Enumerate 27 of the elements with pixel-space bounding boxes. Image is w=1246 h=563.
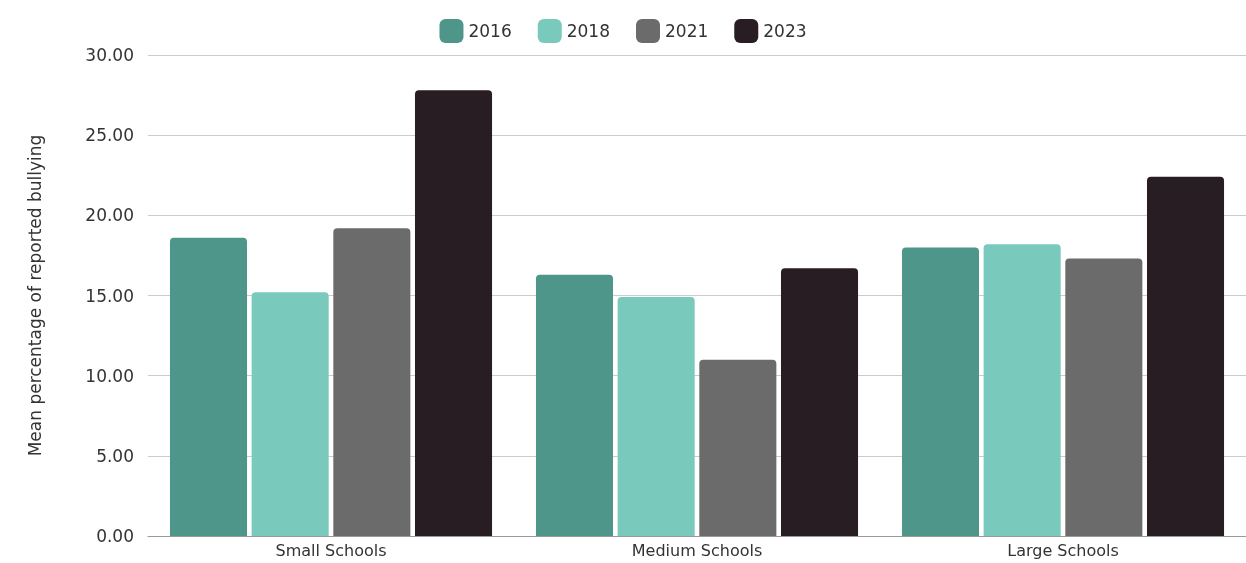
bar bbox=[901, 247, 980, 536]
y-tick-label: 30.00 bbox=[85, 45, 134, 65]
bar bbox=[535, 274, 614, 536]
bar bbox=[617, 297, 695, 536]
legend-label: 2018 bbox=[566, 21, 610, 41]
y-tick-label: 25.00 bbox=[85, 125, 134, 146]
bar bbox=[983, 244, 1061, 536]
bar bbox=[780, 268, 859, 536]
y-tick-label: 10.00 bbox=[85, 365, 134, 386]
legend-label: 2023 bbox=[763, 21, 807, 41]
bar bbox=[699, 359, 777, 536]
legend-label: 2016 bbox=[468, 21, 512, 41]
y-tick-label: 0.00 bbox=[96, 526, 134, 546]
bar bbox=[333, 228, 411, 536]
bar bbox=[251, 292, 329, 536]
x-tick-label: Large Schools bbox=[1007, 540, 1119, 560]
y-tick-label: 5.00 bbox=[96, 445, 134, 466]
bar bbox=[169, 237, 248, 536]
bar bbox=[1065, 258, 1143, 536]
bar bbox=[414, 90, 493, 536]
x-tick-label: Small Schools bbox=[275, 540, 387, 560]
y-axis-title: Mean percentage of reported bullying bbox=[24, 134, 45, 457]
x-tick-label: Medium Schools bbox=[631, 540, 763, 560]
y-tick-label: 20.00 bbox=[85, 205, 134, 226]
bar bbox=[1146, 176, 1225, 536]
y-tick-label: 15.00 bbox=[85, 285, 134, 306]
legend-label: 2021 bbox=[665, 21, 709, 41]
